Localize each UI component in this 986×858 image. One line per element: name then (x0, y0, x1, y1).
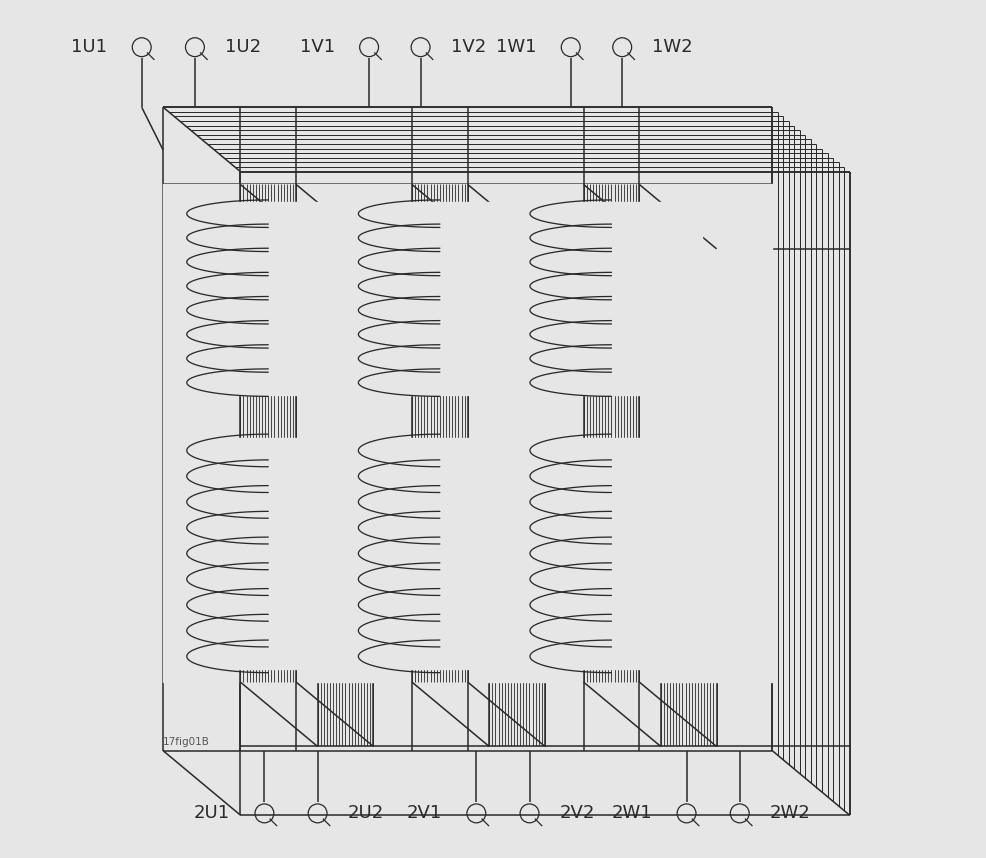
Text: 1V2: 1V2 (451, 39, 485, 56)
Polygon shape (349, 202, 529, 395)
Polygon shape (178, 202, 358, 395)
Text: 2W2: 2W2 (769, 805, 810, 822)
Polygon shape (467, 184, 583, 682)
Polygon shape (296, 184, 411, 682)
Polygon shape (317, 249, 373, 746)
Polygon shape (583, 184, 639, 682)
Text: 2U1: 2U1 (194, 805, 230, 822)
Polygon shape (661, 249, 716, 746)
Polygon shape (411, 184, 467, 682)
Text: 2V2: 2V2 (559, 805, 595, 822)
Text: 1V1: 1V1 (300, 39, 334, 56)
Polygon shape (521, 438, 701, 669)
Polygon shape (489, 249, 544, 746)
Polygon shape (241, 184, 296, 682)
Polygon shape (521, 202, 701, 395)
Text: 1W1: 1W1 (495, 39, 535, 56)
Text: 1U1: 1U1 (71, 39, 107, 56)
Text: 2W1: 2W1 (611, 805, 652, 822)
Polygon shape (163, 184, 241, 682)
Polygon shape (178, 438, 358, 669)
Polygon shape (639, 184, 772, 682)
Polygon shape (349, 438, 529, 669)
Text: 1W2: 1W2 (652, 39, 692, 56)
Text: 1U2: 1U2 (225, 39, 261, 56)
Text: 2V1: 2V1 (406, 805, 442, 822)
Text: 17fig01B: 17fig01B (163, 737, 210, 747)
Text: 2U2: 2U2 (347, 805, 384, 822)
